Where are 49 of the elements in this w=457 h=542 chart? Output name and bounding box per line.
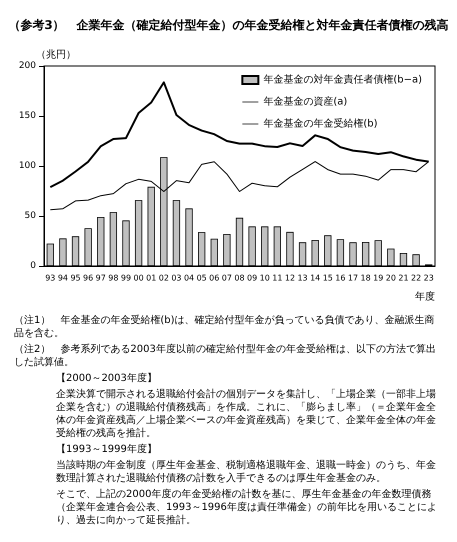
legend-label: 年金基金の対年金責任者債権(b−a) — [263, 74, 422, 86]
x-tick-label: 07 — [222, 274, 232, 282]
y-tick-label: 0 — [30, 261, 36, 271]
x-tick-label: 96 — [83, 274, 94, 282]
text: 【1993～1999年度】 — [55, 443, 158, 456]
text: 当該時期の年金制度（厚生年金基金、税制適格退職年金、退職一時金）のうち、年金数理計算された退職給付債務の計数を入手できるのは厚生年金基金のみ。 — [55, 459, 437, 485]
text: （注2） 参考系列である2003年度以前の確定給付型年金の年金受給権は、以下の方法で算出した試算値。 — [14, 343, 437, 369]
x-tick-label: 16 — [335, 274, 346, 282]
x-tick-label: 05 — [196, 274, 207, 282]
x-tick-label: 98 — [108, 274, 118, 282]
y-tick-label: 100 — [18, 161, 36, 171]
x-tick-label: 17 — [348, 274, 358, 282]
x-tick-label: 09 — [247, 274, 258, 282]
x-axis-title: 年度 — [415, 290, 435, 302]
x-tick-label: 00 — [134, 274, 144, 282]
text: 【2000～2003年度】 — [55, 372, 158, 385]
x-tick-label: 02 — [158, 274, 169, 282]
x-tick-label: 21 — [398, 274, 409, 282]
x-tick-label: 06 — [209, 274, 220, 282]
x-tick-label: 23 — [424, 274, 434, 282]
x-tick-label: 93 — [45, 274, 56, 282]
y-tick-label: 200 — [18, 61, 36, 71]
x-tick-label: 15 — [322, 274, 333, 282]
x-tick-label: 04 — [184, 274, 194, 282]
x-tick-label: 11 — [272, 274, 282, 282]
x-tick-label: 10 — [260, 274, 270, 282]
x-tick-label: 22 — [410, 274, 422, 282]
chart-title: （参考3） 企業年金（確定給付型年金）の年金受給権と対年金責任者債権の残高 — [8, 18, 449, 32]
x-tick-label: 95 — [70, 274, 81, 282]
y-axis-title: （兆円） — [36, 48, 76, 60]
x-tick-label: 08 — [234, 274, 245, 282]
x-tick-label: 12 — [284, 274, 296, 282]
text: （注1） 年金基金の年金受給権(b)は、確定給付型年金が負っている負債であり、金融派生商品を含む。 — [14, 314, 436, 340]
x-tick-label: 99 — [120, 274, 132, 282]
x-tick-label: 94 — [58, 274, 68, 282]
legend-label: 年金基金の資産(a) — [263, 96, 348, 108]
x-tick-label: 20 — [386, 274, 396, 282]
x-tick-label: 03 — [171, 274, 182, 282]
x-tick-label: 18 — [360, 274, 371, 282]
text: そこで、上記の2000年度の年金受給権の計数を基に、厚生年金基金の年金数理債務（企業年金連合会公表、1993～1996年度は責任準備金）の前年比を用いることにより、過去に向かって延長推計。 — [55, 488, 438, 527]
x-tick-label: 19 — [373, 274, 384, 282]
x-tick-label: 13 — [297, 274, 308, 282]
y-tick-label: 50 — [24, 211, 36, 221]
x-tick-label: 97 — [96, 274, 106, 282]
x-tick-label: 14 — [310, 274, 320, 282]
x-tick-label: 01 — [146, 274, 156, 282]
text: 企業決算で開示される退職給付会計の個別データを集計し、「上場企業（一部非上場企業を含む）の退職給付債務残高」を作成。これに、「膨らまし率」（＝企業年金全体の年金資産残高／上場企業ベースの年金資産残高）を乗じて、企業年金全体の年金受給権の残高を推計。 — [55, 388, 437, 440]
y-tick-label: 150 — [18, 111, 36, 121]
legend-label: 年金基金の年金受給権(b) — [263, 118, 378, 130]
